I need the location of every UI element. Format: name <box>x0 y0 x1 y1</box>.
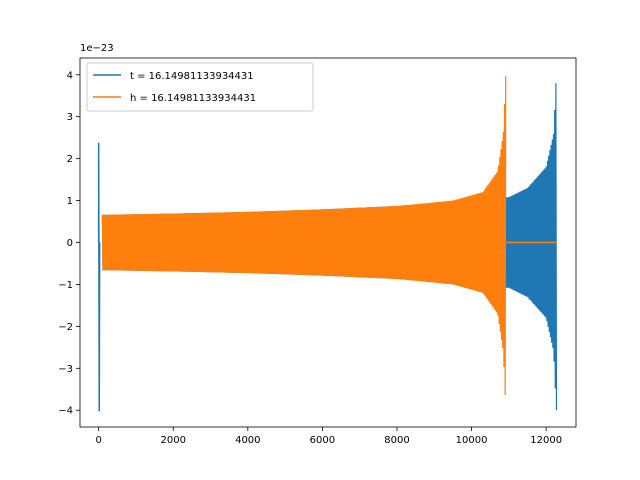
x-tick-label: 10000 <box>456 435 488 446</box>
y-tick-label: 4 <box>67 70 73 81</box>
y-tick-label: −2 <box>58 322 73 333</box>
x-tick-label: 12000 <box>530 435 562 446</box>
legend-label-t: t = 16.14981133934431 <box>130 71 254 82</box>
x-tick-label: 6000 <box>310 435 335 446</box>
legend: t = 16.14981133934431 h = 16.14981133934… <box>86 62 314 112</box>
x-axis: 0 2000 4000 6000 8000 10000 12000 <box>95 427 562 446</box>
x-tick-label: 0 <box>95 435 101 446</box>
series-t-initial-spike <box>97 142 101 412</box>
x-tick-label: 8000 <box>384 435 409 446</box>
series-h <box>101 76 557 395</box>
y-tick-label: −4 <box>58 406 73 417</box>
y-offset-label: 1e−23 <box>80 43 114 54</box>
y-tick-label: 3 <box>67 112 73 123</box>
y-axis: −4 −3 −2 −1 0 1 2 3 4 <box>58 70 80 417</box>
y-tick-label: −1 <box>58 280 73 291</box>
x-tick-label: 2000 <box>161 435 186 446</box>
x-tick-label: 4000 <box>235 435 260 446</box>
y-tick-label: −3 <box>58 364 73 375</box>
legend-label-h: h = 16.14981133934431 <box>130 93 256 104</box>
series-h-line <box>101 76 507 395</box>
y-tick-label: 1 <box>67 196 73 207</box>
y-tick-label: 2 <box>67 154 73 165</box>
legend-frame <box>86 62 314 112</box>
series-layer <box>97 76 558 412</box>
y-tick-label: 0 <box>67 238 73 249</box>
